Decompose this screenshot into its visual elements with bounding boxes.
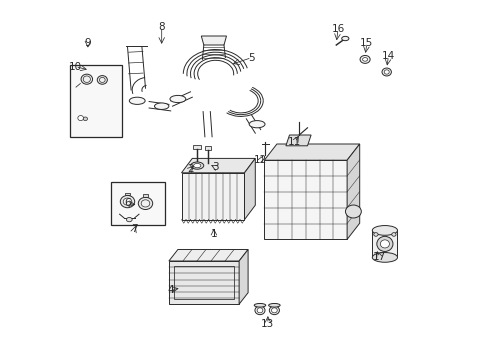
Text: 1: 1 — [210, 229, 217, 239]
Ellipse shape — [141, 200, 149, 207]
Polygon shape — [371, 230, 397, 257]
Ellipse shape — [345, 205, 361, 218]
Text: 8: 8 — [158, 22, 164, 32]
Polygon shape — [201, 36, 226, 45]
Ellipse shape — [359, 55, 369, 63]
Polygon shape — [346, 144, 359, 239]
Ellipse shape — [384, 70, 388, 74]
Bar — [125, 193, 130, 195]
Ellipse shape — [371, 225, 397, 235]
Ellipse shape — [371, 253, 397, 262]
Polygon shape — [193, 145, 200, 149]
Bar — [111, 182, 165, 225]
Text: 15: 15 — [360, 38, 373, 48]
Ellipse shape — [254, 306, 264, 315]
Ellipse shape — [129, 97, 145, 104]
Text: 11: 11 — [288, 137, 301, 147]
Ellipse shape — [99, 77, 105, 82]
Ellipse shape — [341, 36, 348, 41]
Text: 7: 7 — [131, 224, 138, 234]
Polygon shape — [168, 249, 247, 261]
Ellipse shape — [190, 162, 203, 169]
Ellipse shape — [81, 74, 92, 84]
Polygon shape — [168, 261, 239, 304]
Ellipse shape — [391, 233, 395, 236]
Bar — [142, 194, 148, 197]
Text: 6: 6 — [124, 198, 131, 208]
Ellipse shape — [120, 195, 134, 208]
Bar — [174, 266, 233, 299]
Ellipse shape — [83, 76, 90, 82]
Polygon shape — [181, 158, 255, 173]
Text: 4: 4 — [167, 285, 174, 295]
Ellipse shape — [154, 103, 168, 109]
Ellipse shape — [381, 68, 390, 76]
Ellipse shape — [97, 76, 107, 84]
Ellipse shape — [257, 308, 263, 313]
Text: 9: 9 — [84, 38, 91, 48]
Bar — [70, 65, 122, 137]
Ellipse shape — [126, 217, 132, 222]
Text: 17: 17 — [372, 252, 386, 262]
Ellipse shape — [380, 240, 388, 248]
Text: 14: 14 — [381, 51, 394, 61]
Ellipse shape — [373, 233, 377, 236]
Ellipse shape — [249, 121, 264, 128]
Ellipse shape — [269, 306, 279, 315]
Polygon shape — [285, 135, 310, 146]
Ellipse shape — [268, 303, 280, 307]
Ellipse shape — [362, 58, 367, 61]
Ellipse shape — [83, 117, 87, 121]
Text: 2: 2 — [187, 164, 193, 174]
Ellipse shape — [78, 116, 83, 121]
Text: 12: 12 — [254, 155, 267, 165]
Polygon shape — [181, 173, 244, 220]
Ellipse shape — [254, 303, 265, 307]
Polygon shape — [204, 146, 211, 150]
Polygon shape — [244, 158, 255, 220]
Ellipse shape — [170, 95, 185, 103]
Text: 3: 3 — [212, 162, 219, 172]
Polygon shape — [73, 115, 104, 121]
Polygon shape — [239, 249, 247, 304]
Text: 16: 16 — [331, 24, 344, 34]
Ellipse shape — [123, 198, 132, 205]
Ellipse shape — [193, 163, 201, 168]
Ellipse shape — [271, 308, 277, 313]
Text: 10: 10 — [69, 62, 81, 72]
Polygon shape — [264, 160, 346, 239]
Ellipse shape — [376, 237, 392, 252]
Polygon shape — [264, 144, 359, 160]
Ellipse shape — [138, 197, 152, 210]
Text: 5: 5 — [248, 53, 254, 63]
Text: 13: 13 — [261, 319, 274, 329]
